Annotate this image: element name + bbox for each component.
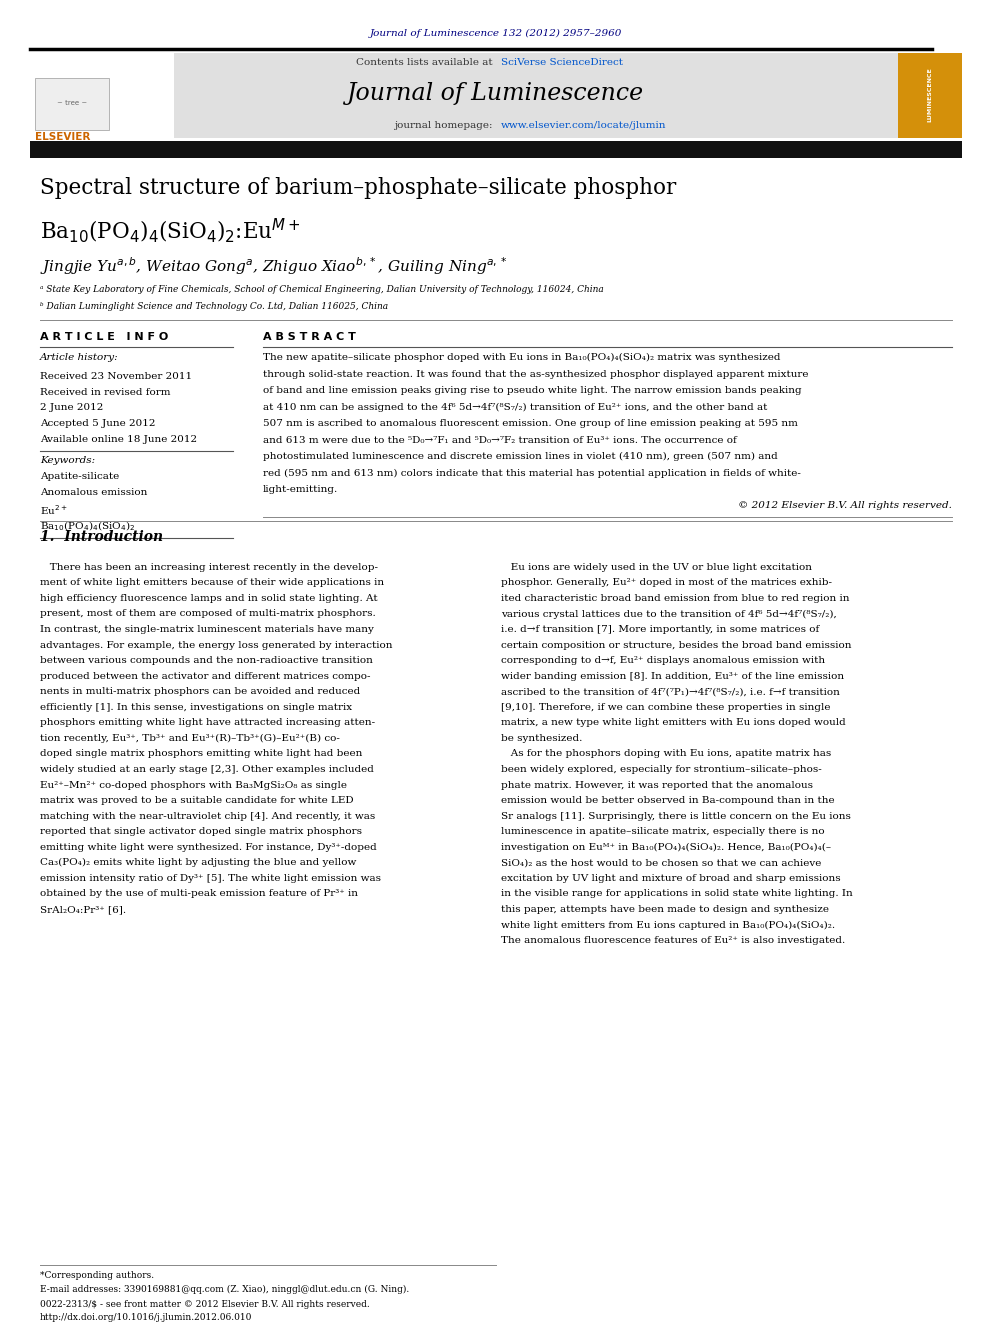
Text: 507 nm is ascribed to anomalous fluorescent emission. One group of line emission: 507 nm is ascribed to anomalous fluoresc…	[263, 419, 798, 429]
Text: ascribed to the transition of 4f⁷(⁷P₁)→4f⁷(⁸S₇/₂), i.e. f→f transition: ascribed to the transition of 4f⁷(⁷P₁)→4…	[501, 687, 840, 696]
Text: Available online 18 June 2012: Available online 18 June 2012	[40, 435, 196, 445]
Text: http://dx.doi.org/10.1016/j.jlumin.2012.06.010: http://dx.doi.org/10.1016/j.jlumin.2012.…	[40, 1312, 252, 1322]
Text: A B S T R A C T: A B S T R A C T	[263, 332, 356, 343]
Text: certain composition or structure, besides the broad band emission: certain composition or structure, beside…	[501, 640, 851, 650]
Text: LUMINESCENCE: LUMINESCENCE	[927, 67, 932, 122]
Text: [9,10]. Therefore, if we can combine these properties in single: [9,10]. Therefore, if we can combine the…	[501, 703, 830, 712]
Text: Jingjie Yu$^{a,b}$, Weitao Gong$^{a}$, Zhiguo Xiao$^{b,*}$, Guiling Ning$^{a,*}$: Jingjie Yu$^{a,b}$, Weitao Gong$^{a}$, Z…	[40, 255, 507, 278]
Text: widely studied at an early stage [2,3]. Other examples included: widely studied at an early stage [2,3]. …	[40, 765, 374, 774]
Text: Sr analogs [11]. Surprisingly, there is little concern on the Eu ions: Sr analogs [11]. Surprisingly, there is …	[501, 812, 851, 820]
Text: SciVerse ScienceDirect: SciVerse ScienceDirect	[501, 58, 623, 67]
Text: Ca₃(PO₄)₂ emits white light by adjusting the blue and yellow: Ca₃(PO₄)₂ emits white light by adjusting…	[40, 859, 356, 868]
Text: As for the phosphors doping with Eu ions, apatite matrix has: As for the phosphors doping with Eu ions…	[501, 749, 831, 758]
Text: matching with the near-ultraviolet chip [4]. And recently, it was: matching with the near-ultraviolet chip …	[40, 812, 375, 820]
Text: Accepted 5 June 2012: Accepted 5 June 2012	[40, 419, 155, 429]
Text: and 613 m were due to the ⁵D₀→⁷F₁ and ⁵D₀→⁷F₂ transition of Eu³⁺ ions. The occur: and 613 m were due to the ⁵D₀→⁷F₁ and ⁵D…	[263, 435, 737, 445]
Text: of band and line emission peaks giving rise to pseudo white light. The narrow em: of band and line emission peaks giving r…	[263, 386, 802, 396]
Text: produced between the activator and different matrices compo-: produced between the activator and diffe…	[40, 672, 370, 681]
Text: at 410 nm can be assigned to the 4f⁶ 5d→4f⁷(⁸S₇/₂) transition of Eu²⁺ ions, and : at 410 nm can be assigned to the 4f⁶ 5d→…	[263, 402, 767, 411]
Text: SiO₄)₂ as the host would to be chosen so that we can achieve: SiO₄)₂ as the host would to be chosen so…	[501, 859, 821, 868]
Text: reported that single activator doped single matrix phosphors: reported that single activator doped sin…	[40, 827, 362, 836]
Bar	[35, 78, 109, 131]
Text: 0022-2313/$ - see front matter © 2012 Elsevier B.V. All rights reserved.: 0022-2313/$ - see front matter © 2012 El…	[40, 1299, 369, 1308]
Text: emitting white light were synthesized. For instance, Dy³⁺-doped: emitting white light were synthesized. F…	[40, 843, 376, 852]
Text: 1.  Introduction: 1. Introduction	[40, 531, 163, 544]
Text: journal homepage:: journal homepage:	[394, 122, 496, 130]
Bar	[30, 53, 898, 139]
Text: this paper, attempts have been made to design and synthesize: this paper, attempts have been made to d…	[501, 905, 829, 914]
Text: phate matrix. However, it was reported that the anomalous: phate matrix. However, it was reported t…	[501, 781, 813, 790]
Text: advantages. For example, the energy loss generated by interaction: advantages. For example, the energy loss…	[40, 640, 392, 650]
Text: Received 23 November 2011: Received 23 November 2011	[40, 372, 191, 381]
Text: matrix, a new type white light emitters with Eu ions doped would: matrix, a new type white light emitters …	[501, 718, 846, 728]
Bar	[898, 53, 962, 139]
Text: investigation on Euᴹ⁺ in Ba₁₀(PO₄)₄(SiO₄)₂. Hence, Ba₁₀(PO₄)₄(–: investigation on Euᴹ⁺ in Ba₁₀(PO₄)₄(SiO₄…	[501, 843, 831, 852]
Text: light-emitting.: light-emitting.	[263, 486, 338, 493]
Text: nents in multi-matrix phosphors can be avoided and reduced: nents in multi-matrix phosphors can be a…	[40, 687, 360, 696]
Text: emission would be better observed in Ba-compound than in the: emission would be better observed in Ba-…	[501, 796, 834, 806]
Text: © 2012 Elsevier B.V. All rights reserved.: © 2012 Elsevier B.V. All rights reserved…	[738, 501, 952, 509]
Text: efficiently [1]. In this sense, investigations on single matrix: efficiently [1]. In this sense, investig…	[40, 703, 352, 712]
Text: ᵃ State Key Laboratory of Fine Chemicals, School of Chemical Engineering, Dalian: ᵃ State Key Laboratory of Fine Chemicals…	[40, 284, 603, 294]
Text: Journal of Luminescence 132 (2012) 2957–2960: Journal of Luminescence 132 (2012) 2957–…	[370, 29, 622, 38]
Text: phosphor. Generally, Eu²⁺ doped in most of the matrices exhib-: phosphor. Generally, Eu²⁺ doped in most …	[501, 578, 832, 587]
Bar	[30, 142, 962, 159]
Bar	[30, 53, 174, 139]
Text: Apatite-silicate: Apatite-silicate	[40, 472, 119, 480]
Text: www.elsevier.com/locate/jlumin: www.elsevier.com/locate/jlumin	[501, 122, 667, 130]
Text: Journal of Luminescence: Journal of Luminescence	[347, 82, 645, 105]
Text: various crystal lattices due to the transition of 4f⁶ 5d→4f⁷(⁸S₇/₂),: various crystal lattices due to the tran…	[501, 610, 836, 619]
Text: in the visible range for applications in solid state white lighting. In: in the visible range for applications in…	[501, 889, 853, 898]
Text: matrix was proved to be a suitable candidate for white LED: matrix was proved to be a suitable candi…	[40, 796, 353, 806]
Text: E-mail addresses: 3390169881@qq.com (Z. Xiao), ninggl@dlut.edu.cn (G. Ning).: E-mail addresses: 3390169881@qq.com (Z. …	[40, 1285, 409, 1294]
Text: ᵇ Dalian Luminglight Science and Technology Co. Ltd, Dalian 116025, China: ᵇ Dalian Luminglight Science and Technol…	[40, 302, 388, 311]
Text: tion recently, Eu³⁺, Tb³⁺ and Eu³⁺(R)–Tb³⁺(G)–Eu²⁺(B) co-: tion recently, Eu³⁺, Tb³⁺ and Eu³⁺(R)–Tb…	[40, 734, 339, 744]
Text: Anomalous emission: Anomalous emission	[40, 488, 147, 496]
Text: excitation by UV light and mixture of broad and sharp emissions: excitation by UV light and mixture of br…	[501, 875, 840, 882]
Text: photostimulated luminescence and discrete emission lines in violet (410 nm), gre: photostimulated luminescence and discret…	[263, 452, 778, 462]
Text: i.e. d→f transition [7]. More importantly, in some matrices of: i.e. d→f transition [7]. More importantl…	[501, 624, 819, 634]
Text: In contrast, the single-matrix luminescent materials have many: In contrast, the single-matrix luminesce…	[40, 624, 374, 634]
Text: There has been an increasing interest recently in the develop-: There has been an increasing interest re…	[40, 562, 378, 572]
Text: Ba$_{10}$(PO$_4$)$_4$(SiO$_4$)$_2$: Ba$_{10}$(PO$_4$)$_4$(SiO$_4$)$_2$	[40, 520, 135, 533]
Text: white light emitters from Eu ions captured in Ba₁₀(PO₄)₄(SiO₄)₂.: white light emitters from Eu ions captur…	[501, 921, 835, 930]
Text: obtained by the use of multi-peak emission feature of Pr³⁺ in: obtained by the use of multi-peak emissi…	[40, 889, 358, 898]
Text: Eu$^{2+}$: Eu$^{2+}$	[40, 504, 67, 517]
Text: wider banding emission [8]. In addition, Eu³⁺ of the line emission: wider banding emission [8]. In addition,…	[501, 672, 844, 681]
Text: present, most of them are composed of multi-matrix phosphors.: present, most of them are composed of mu…	[40, 610, 375, 618]
Text: ELSEVIER: ELSEVIER	[35, 132, 90, 142]
Text: Eu ions are widely used in the UV or blue light excitation: Eu ions are widely used in the UV or blu…	[501, 562, 812, 572]
Text: been widely explored, especially for strontium–silicate–phos-: been widely explored, especially for str…	[501, 765, 821, 774]
Text: corresponding to d→f, Eu²⁺ displays anomalous emission with: corresponding to d→f, Eu²⁺ displays anom…	[501, 656, 825, 665]
Text: emission intensity ratio of Dy³⁺ [5]. The white light emission was: emission intensity ratio of Dy³⁺ [5]. Th…	[40, 875, 381, 882]
Text: Article history:: Article history:	[40, 353, 118, 363]
Text: The anomalous fluorescence features of Eu²⁺ is also investigated.: The anomalous fluorescence features of E…	[501, 937, 845, 945]
Text: SrAl₂O₄:Pr³⁺ [6].: SrAl₂O₄:Pr³⁺ [6].	[40, 905, 126, 914]
Text: ~ tree ~: ~ tree ~	[58, 99, 87, 106]
Text: between various compounds and the non-radioactive transition: between various compounds and the non-ra…	[40, 656, 373, 665]
Text: Eu²⁺–Mn²⁺ co-doped phosphors with Ba₃MgSi₂O₈ as single: Eu²⁺–Mn²⁺ co-doped phosphors with Ba₃MgS…	[40, 781, 346, 790]
Text: 2 June 2012: 2 June 2012	[40, 404, 103, 413]
Text: be synthesized.: be synthesized.	[501, 734, 582, 744]
Text: through solid-state reaction. It was found that the as-synthesized phosphor disp: through solid-state reaction. It was fou…	[263, 369, 808, 378]
Text: phosphors emitting white light have attracted increasing atten-: phosphors emitting white light have attr…	[40, 718, 375, 728]
Text: Ba$_{10}$(PO$_4$)$_4$(SiO$_4$)$_2$:Eu$^{M+}$: Ba$_{10}$(PO$_4$)$_4$(SiO$_4$)$_2$:Eu$^{…	[40, 216, 301, 245]
Text: The new apatite–silicate phosphor doped with Eu ions in Ba₁₀(PO₄)₄(SiO₄)₂ matrix: The new apatite–silicate phosphor doped …	[263, 353, 781, 363]
Text: doped single matrix phosphors emitting white light had been: doped single matrix phosphors emitting w…	[40, 749, 362, 758]
Text: luminescence in apatite–silicate matrix, especially there is no: luminescence in apatite–silicate matrix,…	[501, 827, 824, 836]
Text: Spectral structure of barium–phosphate–silicate phosphor: Spectral structure of barium–phosphate–s…	[40, 177, 676, 198]
Text: high efficiency fluorescence lamps and in solid state lighting. At: high efficiency fluorescence lamps and i…	[40, 594, 377, 603]
Text: Received in revised form: Received in revised form	[40, 388, 171, 397]
Text: Contents lists available at: Contents lists available at	[356, 58, 496, 67]
Text: ited characteristic broad band emission from blue to red region in: ited characteristic broad band emission …	[501, 594, 849, 603]
Text: A R T I C L E   I N F O: A R T I C L E I N F O	[40, 332, 168, 343]
Text: ment of white light emitters because of their wide applications in: ment of white light emitters because of …	[40, 578, 384, 587]
Text: red (595 nm and 613 nm) colors indicate that this material has potential applica: red (595 nm and 613 nm) colors indicate …	[263, 468, 801, 478]
Text: *Corresponding authors.: *Corresponding authors.	[40, 1270, 154, 1279]
Text: Keywords:: Keywords:	[40, 456, 95, 466]
